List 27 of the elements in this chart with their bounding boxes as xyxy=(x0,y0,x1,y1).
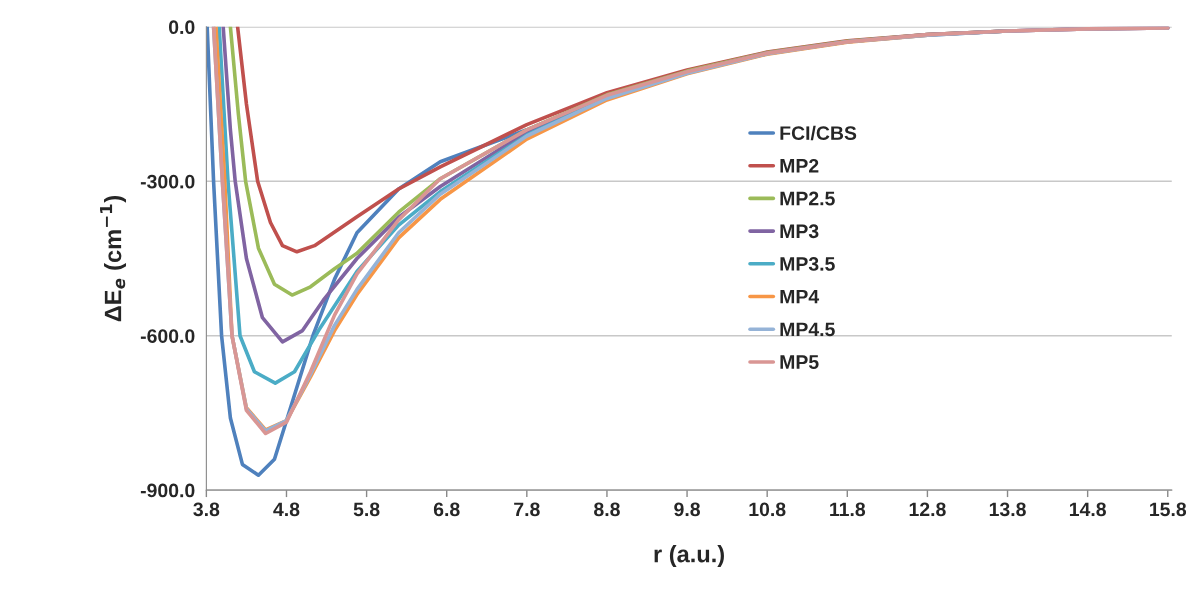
y-tick-label: 0.0 xyxy=(168,20,195,35)
x-tick-label: 10.8 xyxy=(749,502,786,517)
legend-label: MP3 xyxy=(780,224,819,239)
legend-label: FCI/CBS xyxy=(780,125,857,141)
legend-label: MP3.5 xyxy=(780,257,835,271)
legend-label: MP5 xyxy=(780,355,819,369)
legend-label: MP4.5 xyxy=(780,322,835,337)
y-tick-label: -600.0 xyxy=(140,329,195,343)
x-tick-label: 15.8 xyxy=(1150,502,1186,517)
legend-label: MP2 xyxy=(780,158,819,173)
x-tick-label: 6.8 xyxy=(433,502,460,517)
x-tick-label: 11.8 xyxy=(830,502,866,517)
legend-label: MP4 xyxy=(780,289,820,304)
y-axis-title: ΔE$_{e}$ (cm$^{−1}$) xyxy=(100,195,127,322)
x-tick-label: 9.8 xyxy=(674,502,700,517)
y-tick-label: -300.0 xyxy=(140,174,195,189)
x-tick-label: 4.8 xyxy=(273,502,300,517)
x-axis-title: r (a.u.) xyxy=(654,545,724,568)
x-tick-label: 7.8 xyxy=(514,502,540,517)
x-tick-label: 12.8 xyxy=(909,502,946,517)
y-tick-label: -900.0 xyxy=(140,483,195,498)
x-tick-label: 5.8 xyxy=(353,502,380,517)
x-tick-label: 14.8 xyxy=(1069,502,1106,517)
x-tick-label: 13.8 xyxy=(989,502,1026,517)
x-tick-label: 8.8 xyxy=(594,502,620,517)
legend-label: MP2.5 xyxy=(780,191,835,206)
x-tick-label: 3.8 xyxy=(193,502,220,517)
